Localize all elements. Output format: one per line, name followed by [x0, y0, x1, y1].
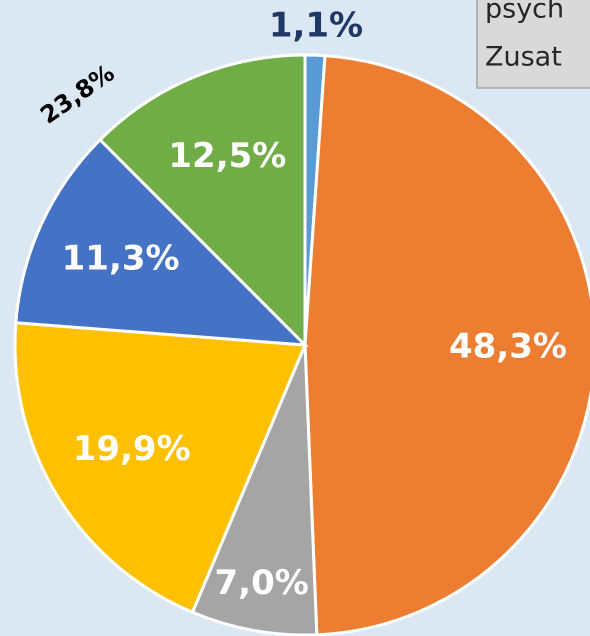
pie-slice: [190, 344, 319, 636]
pie-slice: [14, 137, 309, 347]
data-label: 48,3%: [449, 326, 567, 366]
annotation: 23,8%: [35, 59, 119, 130]
data-label: 12,5%: [168, 136, 286, 176]
text-box-line: Zusat: [485, 42, 562, 73]
text-box: [476, 0, 590, 89]
data-label: 7,0%: [215, 563, 309, 603]
text-box-line: psych: [485, 0, 564, 25]
data-label: 1,1%: [269, 6, 363, 46]
pie-slice: [303, 54, 590, 636]
data-label: 19,9%: [73, 429, 191, 469]
pie-slice: [13, 321, 308, 615]
pie-slice: [97, 53, 307, 349]
data-label: 11,3%: [62, 239, 180, 279]
